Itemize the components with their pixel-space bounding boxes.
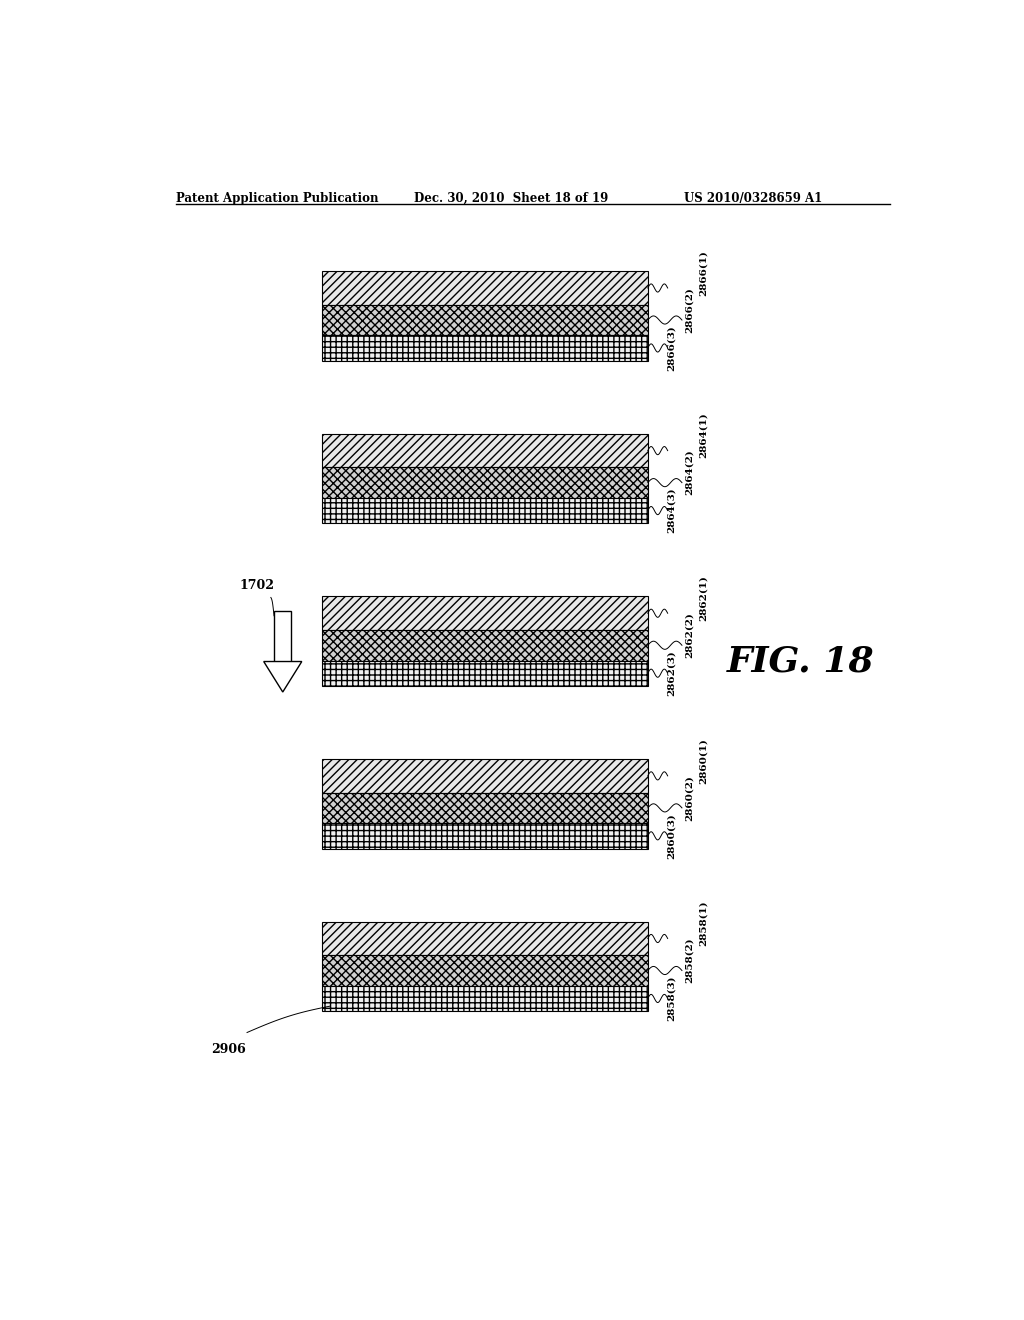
Text: 2864(3): 2864(3) xyxy=(667,488,676,533)
Text: 2866(1): 2866(1) xyxy=(698,249,708,296)
Bar xyxy=(323,792,648,824)
Bar xyxy=(323,956,648,986)
Bar xyxy=(323,335,648,360)
Text: Dec. 30, 2010  Sheet 18 of 19: Dec. 30, 2010 Sheet 18 of 19 xyxy=(414,191,608,205)
Text: 2862(1): 2862(1) xyxy=(698,576,708,620)
Bar xyxy=(323,759,648,792)
Text: 2858(3): 2858(3) xyxy=(667,975,676,1022)
Bar xyxy=(323,824,648,849)
Text: 2866(2): 2866(2) xyxy=(685,286,693,333)
Text: 2906: 2906 xyxy=(211,1043,246,1056)
Bar xyxy=(323,434,648,467)
Text: 1702: 1702 xyxy=(240,579,274,593)
Text: 2862(3): 2862(3) xyxy=(667,651,676,696)
Text: 2860(2): 2860(2) xyxy=(685,775,693,821)
Text: 2858(1): 2858(1) xyxy=(698,900,708,946)
Polygon shape xyxy=(264,661,302,692)
Text: US 2010/0328659 A1: US 2010/0328659 A1 xyxy=(684,191,822,205)
Bar xyxy=(274,611,292,661)
Text: 2862(2): 2862(2) xyxy=(685,612,693,659)
Bar xyxy=(323,271,648,305)
Text: 2864(2): 2864(2) xyxy=(685,450,693,495)
Bar xyxy=(323,986,648,1011)
Bar xyxy=(323,921,648,956)
Text: 2860(3): 2860(3) xyxy=(667,813,676,859)
Text: Patent Application Publication: Patent Application Publication xyxy=(176,191,378,205)
Bar xyxy=(323,467,648,498)
Bar xyxy=(323,630,648,660)
Text: 2866(3): 2866(3) xyxy=(667,325,676,371)
Bar xyxy=(323,660,648,686)
Text: FIG. 18: FIG. 18 xyxy=(727,644,874,678)
Bar xyxy=(323,597,648,630)
Text: 2858(2): 2858(2) xyxy=(685,937,693,983)
Text: 2860(1): 2860(1) xyxy=(698,738,708,784)
Text: 2864(1): 2864(1) xyxy=(698,412,708,458)
Bar xyxy=(323,305,648,335)
Bar xyxy=(323,498,648,523)
